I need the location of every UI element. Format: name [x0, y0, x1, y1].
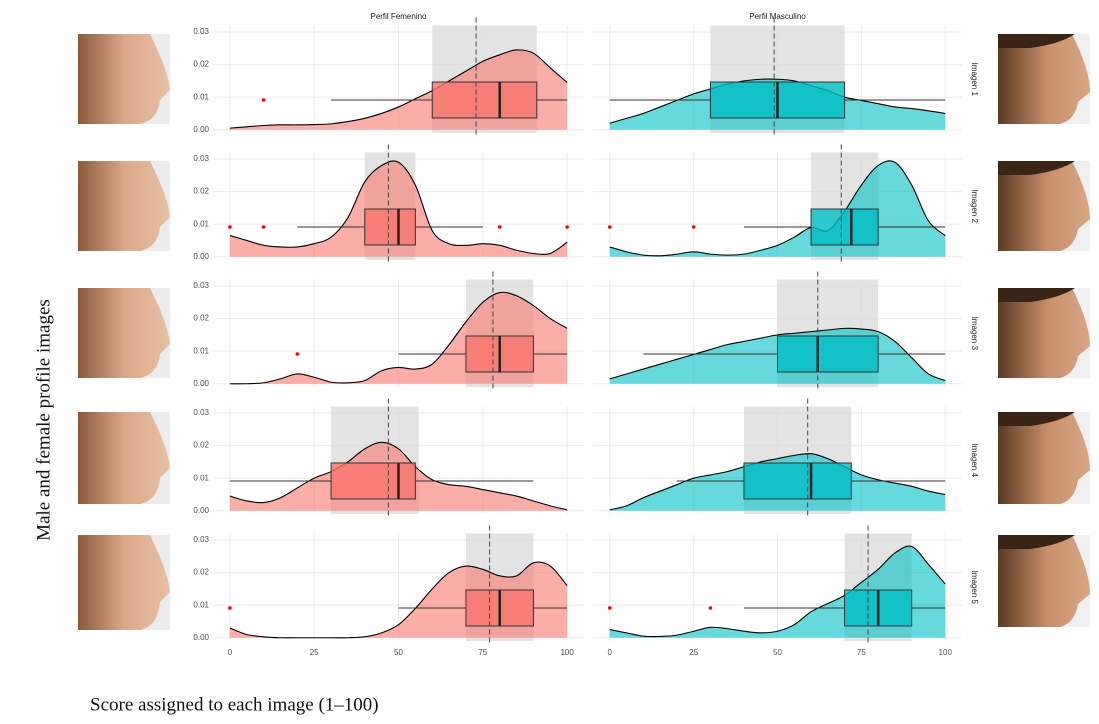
- y-tick-label: 0.01: [193, 346, 209, 355]
- outlier: [607, 225, 612, 229]
- outlier: [565, 225, 569, 229]
- y-tick-label: 0.00: [193, 252, 209, 261]
- x-tick-label: 50: [394, 648, 403, 657]
- y-tick-label: 0.00: [193, 633, 209, 642]
- outlier: [295, 352, 300, 356]
- panel: Imagen 4: [593, 398, 979, 516]
- x-tick-label: 25: [689, 648, 698, 657]
- y-tick-label: 0.00: [193, 379, 209, 388]
- panel: 0.00 0.01 0.02 0.03: [193, 271, 584, 389]
- y-tick-label: 0.01: [193, 473, 209, 482]
- male-photo: [998, 161, 1090, 251]
- y-tick-label: 0.01: [193, 92, 209, 101]
- density-line: [609, 160, 946, 257]
- outlier: [261, 98, 266, 102]
- male-photo: [998, 288, 1090, 378]
- photos: [78, 34, 1090, 630]
- density-line: [609, 78, 946, 124]
- outlier: [228, 606, 232, 610]
- x-axis-title: Score assigned to each image (1–100): [90, 694, 379, 715]
- panel: 0.00 0.01 0.02 0.03: [193, 398, 584, 516]
- outlier: [497, 225, 502, 229]
- y-tick-label: 0.02: [193, 441, 209, 450]
- x-tick-label: 100: [560, 648, 574, 657]
- panel: 0.00 0.01 0.02 0.03: [193, 17, 584, 135]
- y-tick-label: 0.02: [193, 60, 209, 69]
- y-tick-label: 0.01: [193, 219, 209, 228]
- density-line: [229, 291, 568, 385]
- female-photo: [78, 288, 170, 378]
- row-strip-label: Imagen 2: [970, 190, 979, 224]
- y-tick-label: 0.03: [193, 281, 209, 290]
- y-axis-title: Male and female profile images: [33, 299, 54, 541]
- y-tick-label: 0.01: [193, 600, 209, 609]
- box: [431, 81, 538, 119]
- box: [743, 462, 852, 500]
- panel: Imagen 1: [593, 17, 979, 135]
- density-line: [229, 561, 568, 639]
- density-line: [609, 453, 946, 511]
- male-photo: [998, 535, 1090, 627]
- y-tick-label: 0.00: [193, 506, 209, 515]
- x-tick-label: 50: [773, 648, 782, 657]
- y-tick-label: 0.03: [193, 535, 209, 544]
- y-tick-label: 0.00: [193, 125, 209, 134]
- x-tick-label: 75: [478, 648, 487, 657]
- density-line: [609, 545, 946, 638]
- panel: 0.00 0.01 0.02 0.03 0 25 50 75 100: [193, 525, 584, 657]
- y-tick-label: 0.03: [193, 408, 209, 417]
- female-photo: [78, 535, 170, 630]
- x-tick-label: 0: [228, 648, 233, 657]
- y-tick-label: 0.02: [193, 187, 209, 196]
- outlier: [691, 225, 696, 229]
- density-line: [229, 49, 568, 129]
- x-tick-label: 25: [310, 648, 319, 657]
- box: [364, 208, 416, 246]
- outlier: [261, 225, 266, 229]
- strip-label: Perfil Masculino: [749, 12, 806, 21]
- x-tick-label: 0: [608, 648, 613, 657]
- y-tick-label: 0.02: [193, 314, 209, 323]
- box: [330, 462, 416, 500]
- panel: Imagen 2: [593, 144, 979, 262]
- box: [810, 208, 879, 246]
- row-strip-label: Imagen 4: [970, 444, 979, 478]
- density-line: [609, 327, 946, 382]
- panel: Imagen 3: [593, 271, 979, 389]
- y-tick-label: 0.03: [193, 27, 209, 36]
- strip-label: Perfil Femenino: [370, 12, 427, 21]
- x-tick-label: 100: [939, 648, 953, 657]
- female-photo: [78, 34, 170, 124]
- density-line: [229, 441, 568, 511]
- female-photo: [78, 161, 170, 251]
- row-strip-label: Imagen 3: [970, 317, 979, 351]
- outlier: [228, 225, 232, 229]
- row-strip-label: Imagen 1: [970, 63, 979, 97]
- outlier: [607, 606, 612, 610]
- panel: 0 25 50 75 100 Imagen 5: [593, 525, 979, 657]
- male-photo: [998, 412, 1090, 504]
- y-tick-label: 0.03: [193, 154, 209, 163]
- box: [777, 335, 879, 373]
- male-photo: [998, 34, 1090, 124]
- x-tick-label: 75: [857, 648, 866, 657]
- panel: 0.00 0.01 0.02 0.03: [193, 144, 584, 262]
- female-photo: [78, 412, 170, 504]
- y-tick-label: 0.02: [193, 568, 209, 577]
- outlier: [708, 606, 713, 610]
- density-line: [229, 160, 568, 256]
- row-strip-label: Imagen 5: [970, 571, 979, 605]
